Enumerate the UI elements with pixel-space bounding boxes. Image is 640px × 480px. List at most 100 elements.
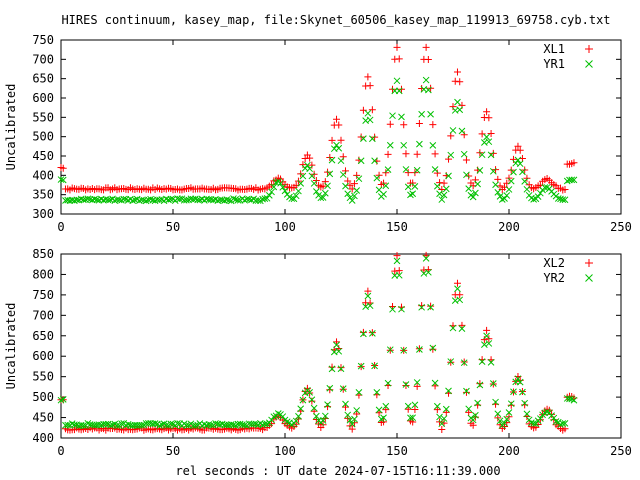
data-point [514, 142, 522, 150]
data-point [393, 257, 401, 265]
data-point [442, 185, 450, 193]
data-point [487, 151, 495, 159]
data-point [476, 380, 484, 388]
data-point [537, 415, 544, 422]
data-point [333, 338, 341, 346]
series-XL1 [57, 43, 578, 194]
data-point [265, 192, 273, 199]
data-point [261, 420, 269, 428]
data-point [523, 185, 531, 193]
data-point [319, 182, 327, 190]
plot-frame [60, 253, 622, 439]
data-point [407, 414, 414, 422]
data-point [438, 420, 446, 428]
data-point [418, 302, 426, 310]
data-point [319, 417, 327, 424]
data-point [422, 251, 430, 259]
data-point [436, 190, 443, 198]
data-point [519, 168, 526, 176]
data-point [344, 190, 352, 198]
data-point [413, 150, 421, 158]
data-point [411, 401, 419, 409]
data-point [440, 415, 448, 422]
x-tick-label: 150 [386, 220, 408, 234]
data-point [395, 55, 403, 63]
data-point [415, 120, 423, 128]
data-point [337, 136, 345, 144]
data-point [326, 384, 334, 392]
panel-1: 0 50 100 150 200 250 300 350 400 450 500 550 600 650 7… [4, 33, 632, 234]
data-point [465, 172, 473, 180]
data-point [510, 388, 517, 396]
data-point [496, 417, 504, 425]
data-point [489, 380, 497, 387]
data-point [350, 180, 358, 188]
data-point [563, 177, 571, 185]
data-point [321, 412, 329, 420]
data-point [454, 98, 461, 106]
data-point [308, 396, 316, 404]
data-point [395, 267, 403, 275]
data-point [429, 121, 437, 129]
data-point [559, 196, 567, 203]
data-point [519, 388, 526, 396]
data-point [402, 381, 410, 389]
data-point [505, 409, 513, 416]
data-point [124, 420, 132, 428]
data-point [433, 182, 441, 190]
data-point [353, 171, 361, 179]
chart-title: HIRES continuum, kasey_map, file:Skynet_… [61, 13, 610, 27]
data-point [142, 197, 150, 205]
data-point [353, 187, 361, 194]
data-point [151, 420, 159, 427]
data-point [333, 341, 340, 349]
data-point [113, 422, 121, 429]
data-point [449, 324, 457, 332]
data-point [360, 135, 367, 142]
data-point [84, 195, 92, 203]
data-point [566, 395, 573, 403]
y-tick-label: 550 [32, 110, 54, 124]
data-point [453, 279, 461, 287]
data-point [454, 285, 461, 293]
data-point [326, 386, 334, 394]
data-point [492, 398, 499, 406]
data-point [292, 420, 300, 428]
data-point [346, 181, 354, 189]
series-YR2 [57, 255, 578, 430]
data-point [418, 110, 425, 118]
data-point [521, 178, 529, 185]
data-point [503, 415, 511, 423]
data-point [183, 196, 190, 204]
data-point [431, 166, 439, 173]
data-point [306, 165, 313, 173]
data-point [489, 149, 497, 157]
data-point [425, 86, 432, 94]
data-point [505, 174, 513, 182]
data-point [241, 421, 249, 429]
data-point [433, 406, 441, 414]
data-point [494, 189, 502, 196]
data-point [254, 197, 262, 204]
panel-2: 0 50 100 150 200 250 400 450 500 550 600 650 700 750 8… [4, 247, 632, 458]
data-point [386, 141, 394, 149]
data-point [337, 364, 345, 372]
data-point [545, 409, 553, 417]
data-point [162, 421, 170, 429]
data-point [167, 420, 175, 428]
data-point [447, 132, 455, 140]
data-point [120, 195, 128, 203]
data-point [364, 292, 372, 300]
y-tick-label: 600 [32, 91, 54, 105]
data-point [407, 191, 414, 199]
data-point [507, 401, 515, 409]
data-point [514, 156, 522, 164]
legend-label: YR1 [543, 57, 565, 71]
data-point [422, 43, 430, 51]
data-point [494, 414, 502, 422]
data-point [485, 340, 493, 347]
data-point [371, 362, 378, 370]
data-point [353, 407, 361, 414]
data-point [341, 403, 349, 411]
